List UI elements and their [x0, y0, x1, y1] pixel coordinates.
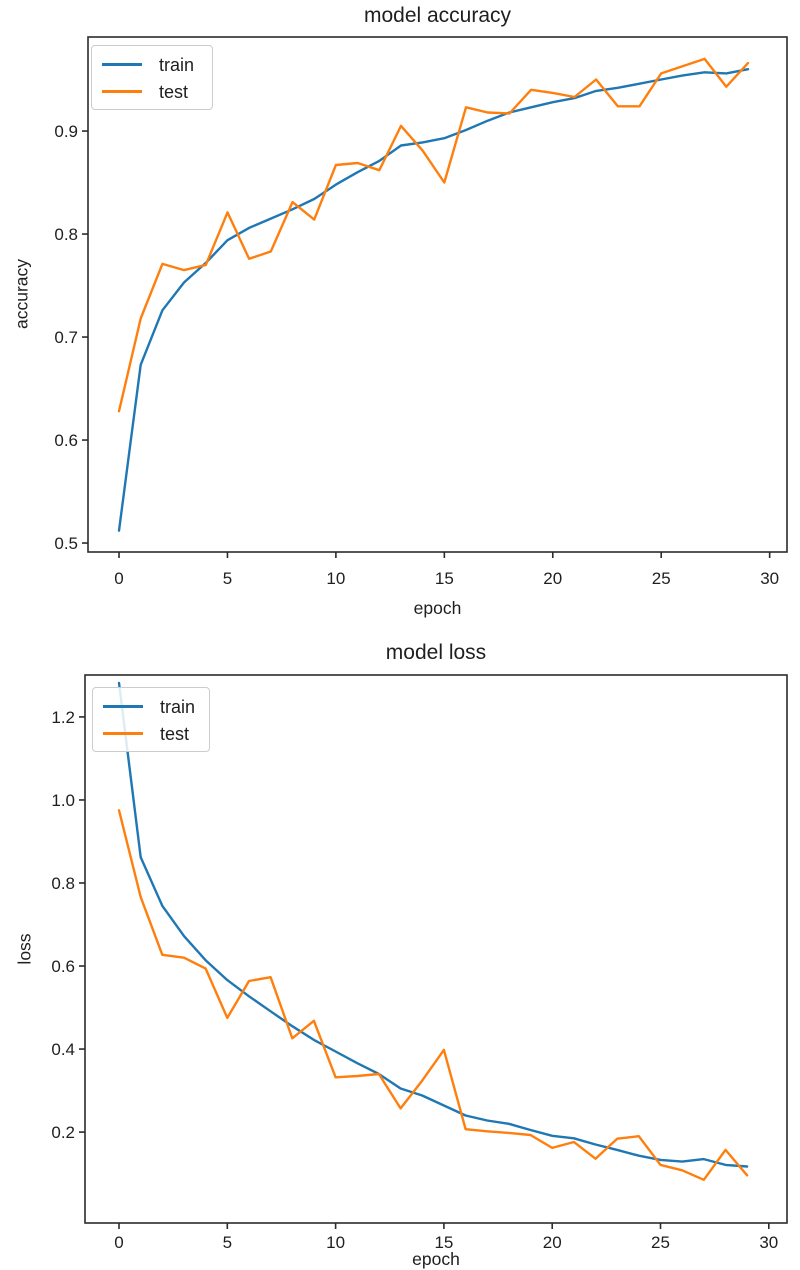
y-tick-label: 0.6	[54, 431, 78, 450]
x-tick-label: 0	[114, 1233, 123, 1252]
y-tick-label: 1.0	[51, 791, 75, 810]
legend-entry-test: test	[103, 720, 199, 747]
accuracy-y-axis-label: accuracy	[11, 258, 32, 330]
legend-label-test: test	[160, 723, 190, 744]
x-tick-label: 25	[651, 1233, 670, 1252]
train-line-sample	[102, 63, 142, 66]
legend-entry-train: train	[102, 51, 202, 78]
plot-spines	[84, 674, 788, 1224]
y-tick-label: 1.2	[51, 708, 75, 727]
y-tick-label: 0.8	[51, 874, 75, 893]
y-tick-label: 0.7	[54, 328, 78, 347]
loss-plot-area: 0 5 10 15 20 25 30 0.2 0.4 0.6 0.8 1.0 1.2	[51, 674, 788, 1252]
loss-y-axis-label: loss	[14, 933, 35, 965]
legend-label-test: test	[159, 81, 189, 102]
legend-entry-test: test	[102, 78, 202, 105]
x-tick-label: 10	[326, 1233, 345, 1252]
loss-chart-title: model loss	[385, 641, 487, 664]
accuracy-legend: train test	[91, 45, 213, 110]
train-line	[117, 67, 750, 532]
test-line-sample	[102, 90, 142, 93]
legend-entry-train: train	[103, 693, 199, 720]
loss-legend: train test	[92, 687, 210, 752]
y-tick-label: 0.4	[51, 1040, 75, 1059]
y-tick-label: 0.9	[54, 122, 78, 141]
accuracy-x-axis-label: epoch	[413, 598, 462, 618]
x-tick-label: 20	[543, 1233, 562, 1252]
legend-label-train: train	[159, 54, 195, 75]
x-tick-label: 30	[759, 1233, 778, 1252]
y-tick-label: 0.8	[54, 225, 78, 244]
plot-spines	[87, 36, 788, 553]
loss-x-axis-label: epoch	[412, 1249, 460, 1269]
legend-label-train: train	[160, 696, 196, 717]
accuracy-chart-title: model accuracy	[363, 4, 512, 27]
test-line	[117, 809, 749, 1181]
x-tick-label: 0	[114, 569, 123, 588]
y-tick-label: 0.6	[51, 957, 75, 976]
x-tick-label: 20	[543, 569, 562, 588]
accuracy-plot-area: 0 5 10 15 20 25 30 0.5 0.6 0.7 0.8 0.9	[54, 36, 788, 588]
test-line-sample	[103, 732, 143, 735]
x-tick-label: 30	[760, 569, 779, 588]
y-tick-label: 0.5	[54, 534, 78, 553]
train-line	[117, 681, 749, 1168]
x-tick-label: 5	[223, 569, 232, 588]
y-tick-label: 0.2	[51, 1123, 75, 1142]
x-tick-label: 10	[326, 569, 345, 588]
train-line-sample	[103, 705, 143, 708]
x-tick-label: 15	[435, 569, 454, 588]
x-tick-label: 5	[223, 1233, 232, 1252]
x-tick-label: 25	[652, 569, 671, 588]
test-line	[117, 57, 750, 413]
x-tick-label: 15	[434, 1233, 453, 1252]
